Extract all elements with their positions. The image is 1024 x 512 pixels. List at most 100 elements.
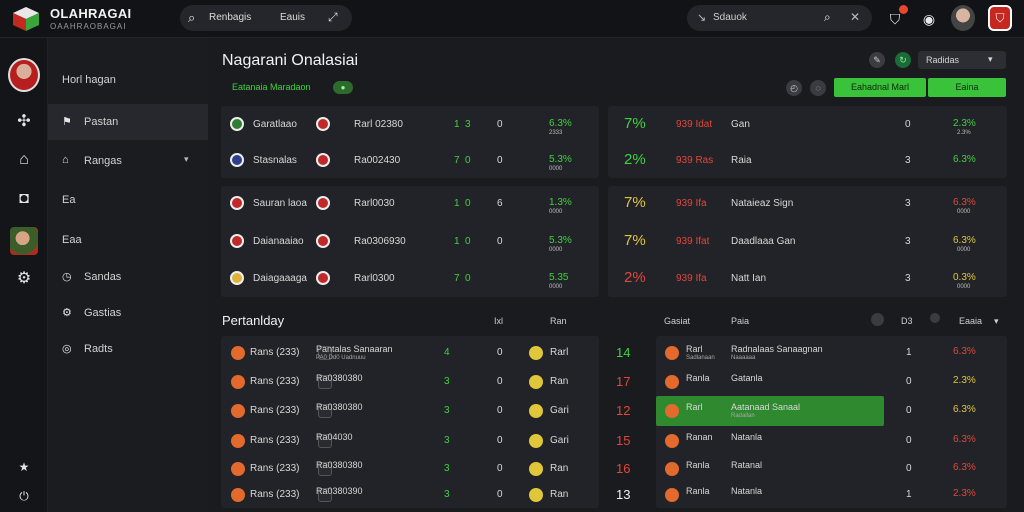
sidebar-item-home[interactable]: Horl hagan [48,62,208,98]
odds-count: 0 [905,119,911,130]
fixture-team: Ra0380380 [316,373,363,383]
chevron-down-icon: ▾ [184,154,189,164]
info-icon[interactable]: ◌ [810,80,826,96]
team-name[interactable]: Garatlaao [253,119,297,130]
column-header: Gasiat [664,316,691,326]
sidebar-item-eaa[interactable]: Eaa [48,222,208,258]
settings-icon: ⚙ [62,307,72,319]
odds-name[interactable]: Daadlaaa Gan [731,236,796,247]
star-icon[interactable]: ★ [18,460,30,474]
fixture-big-value: 14 [616,345,631,360]
home-icon[interactable]: ⌂ [19,151,29,168]
section-title: Pertanlday [222,313,285,328]
market-name[interactable]: Ranla [686,486,710,496]
win-percent-sub: 0000 [549,209,563,215]
highlighted-row[interactable] [656,396,884,426]
magnifier-icon[interactable]: ⌕ [824,10,831,24]
odds-big-value: 2% [624,151,646,168]
record-icon[interactable]: ◉ [922,11,936,27]
stat-a: 1 [454,119,460,130]
fixture-stat-b: 0 [497,376,503,387]
sidebar-item-rangas[interactable]: ⌂ Rangas ▾ [48,143,208,179]
search-placeholder[interactable]: Sdauok [713,12,747,23]
sidebar-item-label: Pastan [84,116,119,128]
sidebar-item-radts[interactable]: ◎ Radts [48,331,208,367]
camera-icon[interactable]: ◘ [19,190,29,207]
odds-count: 3 [905,198,911,209]
sort-dropdown[interactable]: Radidas ▾ [918,51,1006,69]
clock-icon: ◷ [62,271,72,283]
fixture-label[interactable]: Rans (233) [250,376,300,387]
market-name[interactable]: Ranan [686,432,713,442]
player-thumbnail[interactable] [10,227,38,255]
market-name[interactable]: Ranla [686,460,710,470]
chevron-down-icon[interactable]: ▾ [994,316,999,326]
sidebar-item-ea[interactable]: Ea [48,182,208,218]
team-name[interactable]: Daianaaiao [253,236,304,247]
fixture-label[interactable]: Rans (233) [250,463,300,474]
odds-name[interactable]: Raia [731,155,752,166]
clear-icon[interactable]: ✕ [850,10,861,24]
odds-name[interactable]: Natt Ian [731,273,767,284]
stat-b: 3 [465,119,471,130]
match-score: Rarl0300 [354,273,395,284]
search-bar-right[interactable]: ↘ Sdauok ⌕ ✕ [687,5,872,31]
odds-name[interactable]: Gan [731,119,750,130]
odds-percent-sub: 0000 [957,247,971,253]
fixture-label[interactable]: Rans (233) [250,489,300,500]
sidebar-item-gastias[interactable]: ⚙ Gastias [48,295,208,331]
odds-code: 939 Ras [676,155,714,166]
market-name[interactable]: Rarl [686,402,703,412]
fixture-label[interactable]: Rans (233) [250,347,300,358]
fixture-team-sub: PA0 Dd0 Uadnuuu [316,355,366,361]
shield-notify-icon[interactable]: ⛉ [889,11,901,27]
sidebar-menu: Horl hagan ⚑ Pastan ⌂ Rangas ▾ Ea Eaa ◷ … [48,38,208,512]
search-value[interactable]: Renbagis [209,12,252,23]
team-crest-icon [230,117,244,131]
puzzle-icon[interactable]: ✣ [17,113,31,130]
dot-icon[interactable] [930,313,940,323]
fixture-stat-a: 3 [444,489,450,500]
odds-name[interactable]: Nataieaz Sign [731,198,794,209]
fixture-label[interactable]: Rans (233) [250,405,300,416]
expand-icon[interactable]: ⤢ [328,10,338,24]
icon-rail: ✣ ⌂ ◘ ⚙ ★ ⏻ [0,38,48,512]
gear-icon[interactable]: ⚙ [16,270,32,287]
sidebar-item-pastan[interactable]: ⚑ Pastan [48,104,208,140]
profile-avatar[interactable] [8,58,40,92]
club-shield-icon[interactable]: ⛉ [988,5,1012,31]
stat-a: 1 [454,236,460,247]
filter-icon[interactable] [871,313,884,326]
home-icon: ⌂ [62,154,69,166]
fixture-stat-b: 0 [497,435,503,446]
search-tag[interactable]: Eauis [280,12,306,23]
sidebar-item-sandas[interactable]: ◷ Sandas [48,259,208,295]
market-icon [665,488,679,502]
primary-action-button[interactable]: Eahadnal Marl [834,78,926,97]
market-count: 1 [906,347,912,358]
refresh-icon[interactable]: ↻ [895,52,911,68]
history-icon[interactable]: ◴ [786,80,802,96]
market-name[interactable]: Rarl [686,344,703,354]
league-icon [231,488,245,502]
fixture-label[interactable]: Rans (233) [250,435,300,446]
stat-c: 6 [497,198,503,209]
edit-icon[interactable]: ✎ [869,52,885,68]
power-icon[interactable]: ⏻ [19,489,29,503]
win-percent: 5.35 [549,272,569,283]
team-name[interactable]: Stasnalas [253,155,297,166]
team-name[interactable]: Sauran laoa [253,198,307,209]
top-bar: OLAHRAGAI OAAHRAOBAGAI ⌕ Renbagis Eauis … [0,0,1024,38]
user-avatar[interactable] [951,5,975,31]
market-name[interactable]: Ranla [686,373,710,383]
search-bar-left[interactable]: ⌕ Renbagis Eauis ⤢ [180,5,352,31]
match-score: Rarl 02380 [354,119,403,130]
market-count: 0 [906,463,912,474]
secondary-action-button[interactable]: Eaina [928,78,1006,97]
league-icon [231,404,245,418]
fixture-team: Ra04030 [316,432,353,442]
team-name[interactable]: Daiagaaaga [253,273,307,284]
odds-percent: 6.3% [953,197,976,208]
stat-b: 0 [465,155,471,166]
